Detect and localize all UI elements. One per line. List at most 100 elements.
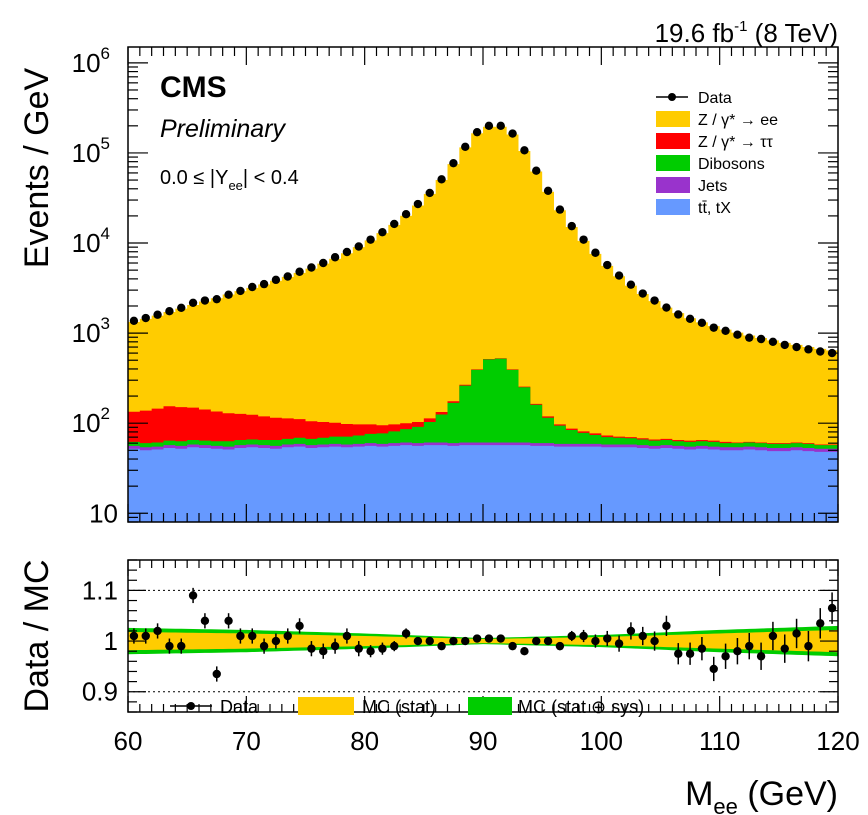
data-points [129,121,837,358]
ratio-point [591,636,600,646]
ratio-point [153,626,162,636]
ratio-y-tick-label: 1.1 [82,575,118,605]
data-point [295,267,304,276]
data-point [685,314,695,324]
x-tick-label: 120 [816,726,859,756]
data-point [567,221,576,231]
data-point [804,345,813,354]
data-point [792,342,801,352]
mc-stat-band [128,629,838,653]
data-point [721,326,730,336]
data-point [177,303,186,312]
data-point [319,258,328,268]
data-point [520,146,529,155]
ratio-point [721,652,730,661]
ratio-point [165,641,174,651]
data-point [591,248,600,257]
data-point [816,347,825,356]
mc-uncertainty-bands [128,625,838,657]
data-point [342,247,352,257]
ratio-point [366,647,375,656]
data-point [354,242,363,251]
ratio-axes: 0.9 1 1.1 60 70 80 90 100 110 120 [82,559,860,756]
ratio-y-tick-label: 0.9 [82,677,118,707]
legend-label: Z / γ* → ee [698,112,778,129]
data-point [756,334,766,344]
ratio-panel: 0.9 1 1.1 60 70 80 90 100 110 120 Data MC (stat) MC… [18,559,860,815]
cut-sub: ee [228,178,242,193]
ratio-point [177,641,186,651]
ratio-legend-data-label: Data [220,697,259,717]
legend-data-label: Data [698,90,732,107]
data-point [188,298,198,307]
legend-label: Z / γ* → ττ [698,134,774,151]
ratio-point [532,636,541,646]
data-point [330,253,340,262]
data-point [425,188,434,198]
data-point [401,209,411,219]
data-point [461,142,470,151]
y-tick-label-exp: 2 [101,404,110,423]
data-point [543,186,553,195]
ratio-point [709,664,718,674]
legend-label: Dibosons [698,156,765,173]
ratio-point [224,616,233,625]
data-point [449,158,458,168]
y-tick-label-exp: 6 [101,44,110,63]
ratio-point [733,647,742,656]
data-point [271,275,281,285]
top-legend: Data Z / γ* → ee Z / γ* → ττ Dibosons Jets tt… [656,90,778,217]
ratio-point [437,641,446,651]
legend-swatch [656,133,690,149]
ratio-point [330,641,340,651]
data-point [224,290,233,299]
ratio-point [520,647,529,656]
ratio-point [496,634,505,643]
x-axis-title: Mee (GeV) [685,775,838,815]
cut-pre: 0.0 ≤ |Y [160,167,228,189]
ratio-point [567,631,576,641]
reference-lines [128,589,838,693]
legend-label: tt̄, tX [698,200,731,217]
x-axis-title-main: M [685,775,713,813]
ratio-legend-stat-label: MC (stat) [362,697,436,717]
y-tick-label-exp: 4 [101,224,110,243]
data-point [579,235,588,244]
y-tick-label-base: 10 [72,228,101,258]
lumi-suffix: (8 TeV) [747,18,838,48]
x-tick-label: 60 [114,726,143,756]
ratio-point [638,631,647,641]
legend-swatch [656,155,690,171]
y-tick-label: 10 [89,498,118,528]
ratio-y-tick-label: 1 [104,626,118,656]
data-point [709,323,718,332]
data-point [745,333,754,342]
ratio-point [792,629,801,638]
y-tick-label-exp: 3 [101,314,110,333]
ratio-points [129,587,837,682]
ratio-point [259,641,269,651]
cut-label: 0.0 ≤ |Yee| < 0.4 [160,167,299,193]
y-tick-label: 105 [72,134,110,168]
legend-swatch [656,111,690,127]
data-point [626,280,636,289]
data-point [484,121,494,131]
ratio-legend-data-marker [187,702,195,710]
data-point [153,310,162,319]
legend-swatch [656,199,690,215]
ratio-point [413,636,423,646]
ratio-point [662,621,671,631]
ratio-point [248,631,257,641]
data-point [603,260,612,270]
lumi-label: 19.6 fb-1 (8 TeV) [655,18,838,48]
y-tick-label-base: 10 [72,48,101,78]
data-point [532,166,541,175]
lumi-prefix: 19.6 fb [655,18,735,48]
x-tick-label: 110 [699,726,740,756]
data-point [508,129,517,138]
y-tick-label-base: 10 [72,318,101,348]
data-point [674,310,683,319]
ratio-point [390,641,399,651]
